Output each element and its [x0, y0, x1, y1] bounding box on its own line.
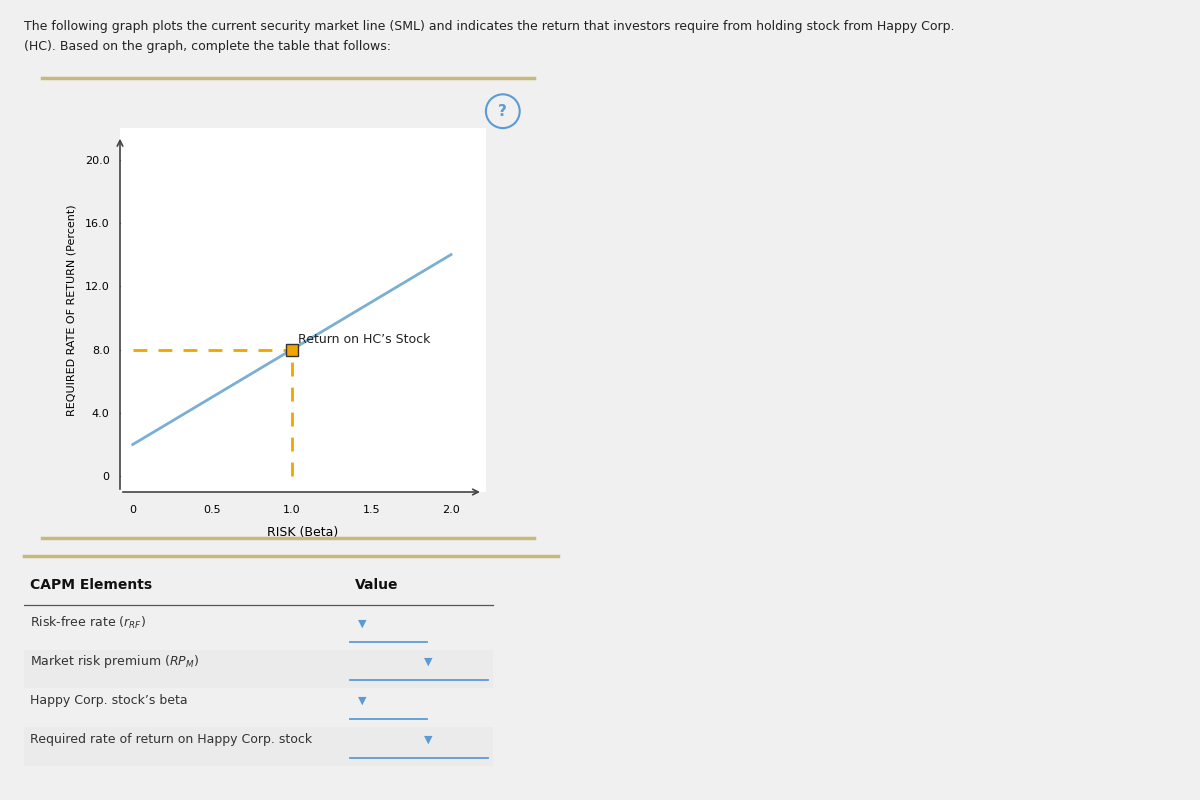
Text: Required rate of return on Happy Corp. stock: Required rate of return on Happy Corp. s… [30, 733, 312, 746]
Text: (HC). Based on the graph, complete the table that follows:: (HC). Based on the graph, complete the t… [24, 40, 391, 53]
Text: ?: ? [498, 104, 508, 118]
Text: Value: Value [355, 578, 398, 592]
Bar [24, 727, 493, 766]
Text: ▼: ▼ [358, 696, 366, 706]
Y-axis label: REQUIRED RATE OF RETURN (Percent): REQUIRED RATE OF RETURN (Percent) [66, 204, 77, 416]
Text: CAPM Elements: CAPM Elements [30, 578, 151, 592]
Text: ▼: ▼ [358, 618, 366, 628]
Bar [24, 650, 493, 689]
Text: Risk-free rate ($r_{RF}$): Risk-free rate ($r_{RF}$) [30, 615, 145, 631]
Text: ▼: ▼ [425, 734, 433, 745]
Text: ▼: ▼ [425, 657, 433, 667]
Text: Market risk premium ($RP_M$): Market risk premium ($RP_M$) [30, 654, 198, 670]
X-axis label: RISK (Beta): RISK (Beta) [268, 526, 338, 539]
Text: Return on HC’s Stock: Return on HC’s Stock [299, 334, 431, 346]
Text: The following graph plots the current security market line (SML) and indicates t: The following graph plots the current se… [24, 20, 954, 33]
Text: Happy Corp. stock’s beta: Happy Corp. stock’s beta [30, 694, 187, 707]
